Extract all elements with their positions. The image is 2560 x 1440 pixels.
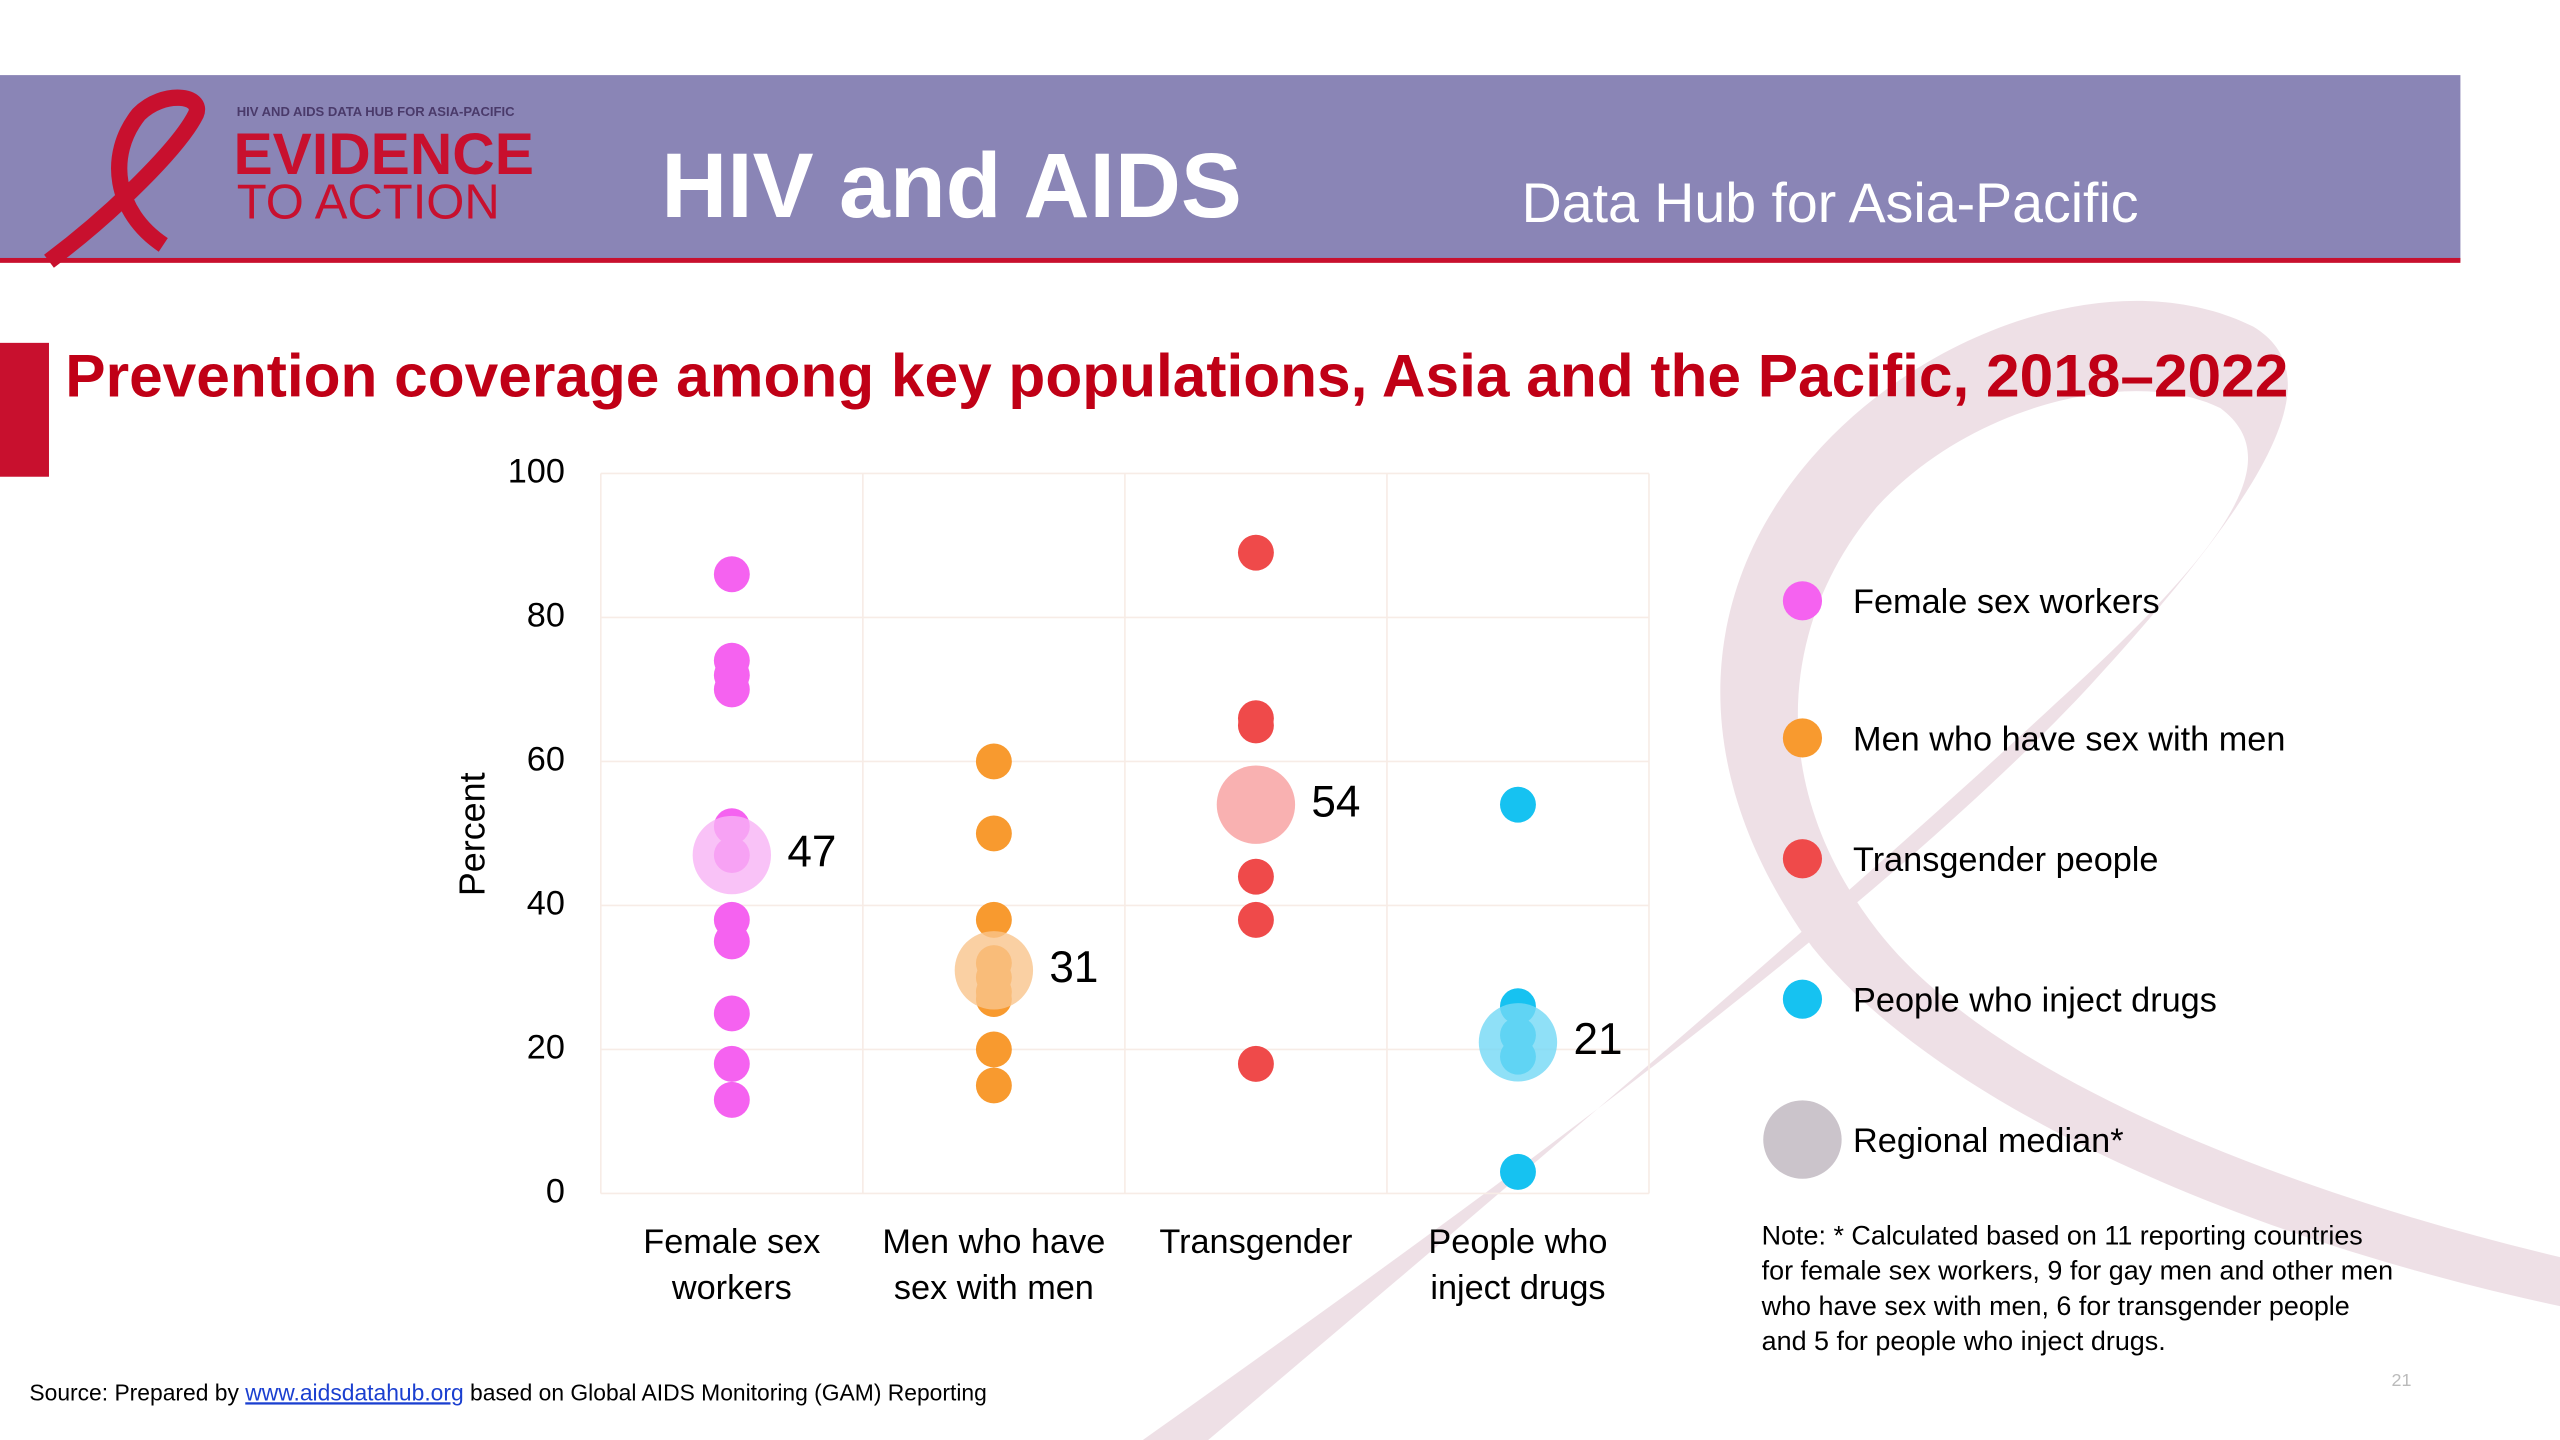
source-suffix: based on Global AIDS Monitoring (GAM) Re… <box>470 1379 987 1405</box>
data-point <box>713 923 750 960</box>
ribbon-shape <box>1142 300 2560 1440</box>
data-point <box>1500 786 1536 823</box>
data-point <box>713 556 750 593</box>
data-point <box>713 1045 750 1082</box>
x-tick-label: sex with men <box>894 1269 1094 1307</box>
x-tick-label: People who <box>1428 1223 1607 1261</box>
header-band <box>0 75 2461 262</box>
note-line: and 5 for people who inject drugs. <box>1762 1326 2166 1356</box>
source-link[interactable]: www.aidsdatahub.org <box>244 1379 463 1405</box>
median-label: 21 <box>1573 1015 1622 1064</box>
page-number: 21 <box>2391 1370 2411 1390</box>
data-point <box>713 1081 750 1118</box>
y-tick-label: 100 <box>508 453 565 491</box>
legend-swatch <box>1782 581 1823 621</box>
data-point <box>713 671 750 708</box>
ribbon-bg <box>1142 300 2560 1440</box>
y-axis-label: Percent <box>452 772 493 896</box>
data-point <box>1237 1045 1274 1082</box>
source-prefix: Source: Prepared by <box>29 1379 239 1405</box>
x-tick-label: Transgender <box>1159 1223 1352 1261</box>
y-tick-label: 80 <box>527 597 565 635</box>
header-subtitle: Data Hub for Asia-Pacific <box>1522 172 2139 234</box>
source: Source: Prepared by www.aidsdatahub.org … <box>29 1379 986 1405</box>
data-point <box>1237 707 1274 744</box>
x-tick-label: Female sex <box>643 1223 820 1261</box>
legend-swatch <box>1782 979 1823 1019</box>
legend-swatch <box>1782 839 1823 879</box>
data-point <box>713 995 750 1032</box>
median-label: 47 <box>787 828 836 877</box>
logo-sub: TO ACTION <box>237 176 500 230</box>
median-marker <box>954 931 1034 1010</box>
y-tick-label: 20 <box>527 1029 565 1067</box>
median-marker <box>692 815 772 895</box>
logo-top: HIV AND AIDS DATA HUB FOR ASIA-PACIFIC <box>237 104 515 119</box>
data-point <box>975 1031 1012 1068</box>
legend-label: Female sex workers <box>1853 583 2160 621</box>
y-tick-label: 40 <box>527 885 565 923</box>
data-point <box>975 1067 1012 1104</box>
median-marker <box>1478 1003 1558 1082</box>
header-title: HIV and AIDS <box>661 135 1242 237</box>
legend-label: Men who have sex with men <box>1853 720 2285 758</box>
data-point <box>1237 534 1274 571</box>
legend-label: Regional median* <box>1853 1122 2124 1160</box>
chart-title: Prevention coverage among key population… <box>65 341 2288 409</box>
x-tick-label: Men who have <box>882 1223 1105 1261</box>
data-point <box>1237 901 1274 938</box>
note-line: for female sex workers, 9 for gay men an… <box>1762 1256 2393 1286</box>
logo-ribbon <box>44 89 205 268</box>
x-tick-label: inject drugs <box>1430 1269 1605 1307</box>
y-tick-label: 60 <box>527 741 565 779</box>
data-point <box>975 815 1012 852</box>
data-point <box>1500 1153 1536 1190</box>
median-label: 54 <box>1311 777 1360 826</box>
header-rule <box>0 257 2461 263</box>
data-point <box>975 901 1012 938</box>
legend-label: Transgender people <box>1853 841 2158 879</box>
note-line: Note: * Calculated based on 11 reporting… <box>1762 1221 2363 1251</box>
data-point <box>975 743 1012 780</box>
data-point <box>1237 858 1274 895</box>
legend-label: People who inject drugs <box>1853 982 2217 1020</box>
logo-main: EVIDENCE <box>233 122 533 187</box>
legend-swatch <box>1763 1100 1842 1179</box>
x-tick-label: workers <box>671 1269 792 1307</box>
note-line: who have sex with men, 6 for transgender… <box>1761 1291 2350 1321</box>
median-marker <box>1216 765 1296 844</box>
y-tick-label: 0 <box>546 1173 565 1211</box>
median-label: 31 <box>1049 943 1098 992</box>
legend-swatch <box>1782 718 1823 758</box>
title-marker <box>0 342 49 477</box>
